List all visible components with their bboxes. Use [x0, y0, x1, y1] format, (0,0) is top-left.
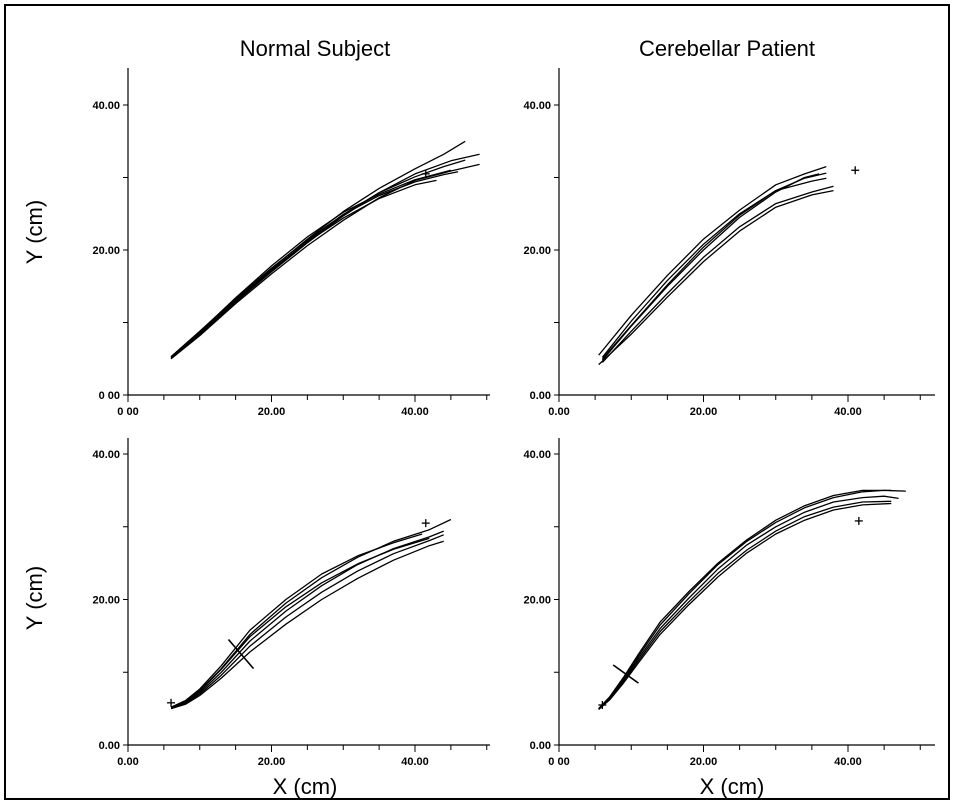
trajectory-series-1 — [598, 489, 906, 710]
y-tick-label: 20.00 — [523, 245, 551, 257]
trajectory-series-4 — [598, 189, 834, 366]
annotation-stroke — [227, 638, 255, 670]
y-tick-label: 40.00 — [523, 100, 551, 112]
y-axis-label-bottom-left: Y (cm) — [22, 566, 47, 630]
annotation-stroke — [612, 664, 639, 684]
x-tick-label: 40.00 — [834, 406, 862, 418]
x-tick-label: 20.00 — [258, 756, 286, 768]
panel-top-left: 0 00 20.00 40.00 0 00 20.00 40.00 — [92, 68, 490, 418]
trajectory-series-5 — [601, 173, 820, 361]
trajectory-series-3 — [598, 500, 892, 710]
x-axis-label-bottom-right: X (cm) — [700, 774, 765, 799]
trajectory-series-2 — [598, 495, 899, 710]
column-title-cerebellar-patient: Cerebellar Patient — [639, 36, 815, 61]
x-axis-label-bottom-left: X (cm) — [273, 774, 338, 799]
y-tick-label: 40.00 — [92, 449, 120, 461]
trajectory-series-6 — [170, 533, 423, 708]
trajectory-series-2 — [170, 153, 480, 360]
x-tick-label: 20.00 — [690, 406, 718, 418]
panel-top-right: 0.00 20.00 40.00 0.00 20.00 40.00 — [523, 68, 935, 418]
target-marker — [598, 700, 607, 709]
target-marker — [851, 166, 860, 175]
trajectory-series-3 — [170, 159, 466, 359]
x-tick-label: 20.00 — [690, 756, 718, 768]
y-tick-label: 0.00 — [99, 740, 120, 752]
trajectory-series-1 — [170, 140, 466, 358]
y-tick-label: 0 00 — [99, 390, 120, 402]
x-tick-label: 0 00 — [548, 756, 569, 768]
trajectory-series-5 — [170, 540, 444, 710]
x-tick-label: 40.00 — [401, 406, 429, 418]
x-tick-label: 0 00 — [117, 406, 138, 418]
trajectory-series-1 — [598, 165, 827, 356]
trajectory-series-4 — [598, 489, 892, 710]
trajectory-series-6 — [170, 179, 437, 358]
target-marker — [421, 519, 430, 528]
target-marker — [854, 516, 863, 525]
trajectory-series-5 — [598, 502, 892, 710]
trajectory-series-3 — [601, 185, 834, 363]
y-tick-label: 40.00 — [523, 449, 551, 461]
y-tick-label: 40.00 — [92, 100, 120, 112]
y-axis-label-top-left: Y (cm) — [22, 200, 47, 264]
y-tick-label: 20.00 — [523, 595, 551, 607]
trajectory-series-3 — [170, 534, 444, 710]
x-tick-label: 0.00 — [117, 756, 138, 768]
y-tick-label: 20.00 — [92, 245, 120, 257]
trajectory-series-4 — [170, 537, 430, 709]
panel-bottom-right: 0 00 20.00 40.00 0.00 20.00 40.00 — [523, 438, 935, 768]
column-title-normal-subject: Normal Subject — [240, 36, 390, 61]
trajectory-series-2 — [170, 530, 444, 709]
x-tick-label: 40.00 — [834, 756, 862, 768]
trajectory-series-7 — [170, 169, 452, 359]
x-tick-label: 0.00 — [548, 406, 569, 418]
trajectory-series-6 — [601, 177, 827, 358]
y-tick-label: 0.00 — [530, 740, 551, 752]
trajectory-series-4 — [170, 163, 480, 360]
trajectory-series-5 — [170, 171, 459, 358]
target-marker — [421, 169, 430, 178]
x-tick-label: 40.00 — [401, 756, 429, 768]
target-marker — [167, 698, 176, 707]
x-tick-label: 20.00 — [258, 406, 286, 418]
panel-bottom-left: 0.00 20.00 40.00 0.00 20.00 40.00 — [92, 438, 490, 768]
figure-frame — [4, 4, 950, 800]
y-tick-label: 20.00 — [92, 595, 120, 607]
y-tick-label: 0.00 — [530, 390, 551, 402]
